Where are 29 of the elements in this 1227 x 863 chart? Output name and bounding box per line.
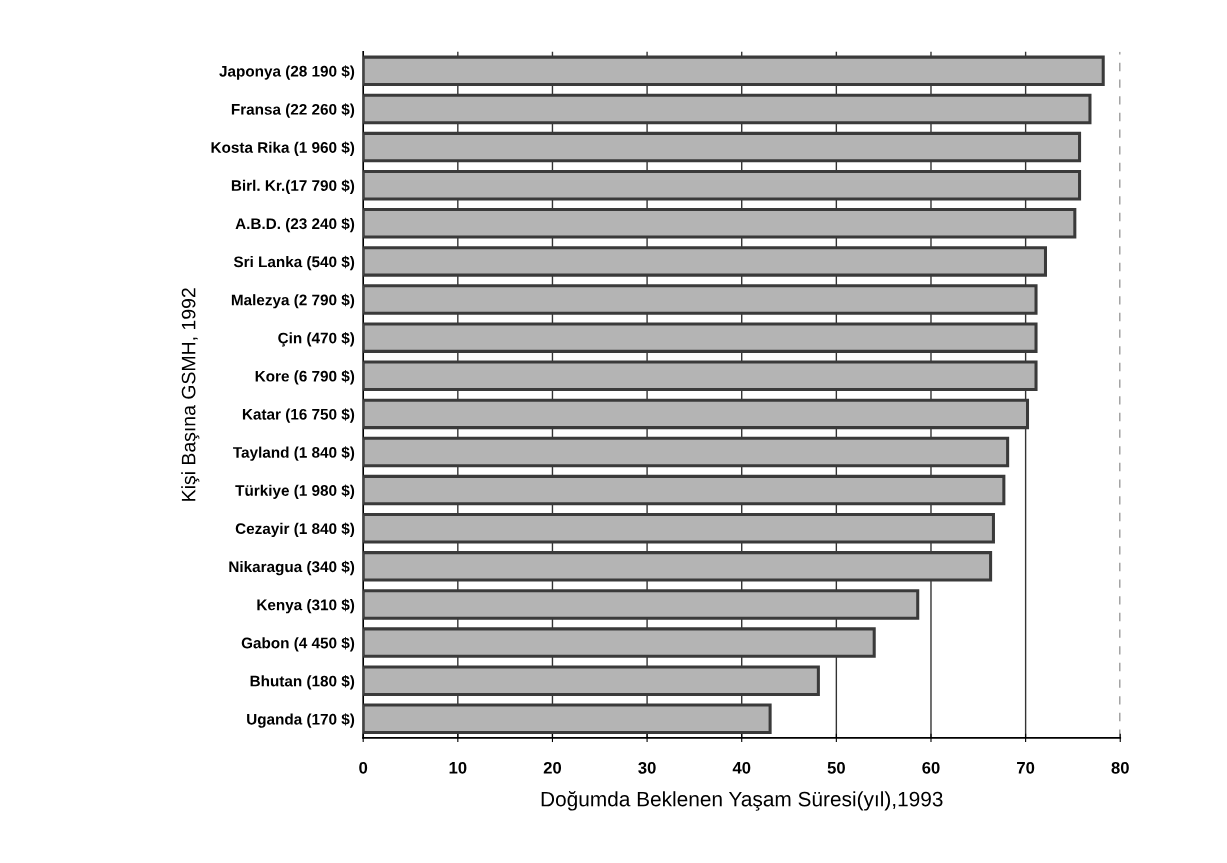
x-tick-label: 60 xyxy=(922,761,940,774)
y-tick-label: Katar (16 750 $) xyxy=(242,408,355,423)
x-tick-label: 20 xyxy=(543,761,562,774)
y-tick-label: Tayland (1 840 $) xyxy=(233,446,355,461)
y-tick-label: Türkiye (1 980 $) xyxy=(235,484,355,499)
y-tick-label: Kore (6 790 $) xyxy=(255,370,355,385)
y-tick-label: Kenya (310 $) xyxy=(257,598,355,614)
y-tick-label: Japonya (28 190 $) xyxy=(219,65,355,80)
x-tick-label: 40 xyxy=(732,761,751,774)
y-tick-label: Çin (470 $) xyxy=(278,331,355,347)
x-tick-label: 10 xyxy=(449,761,467,774)
y-tick-label: Sri Lanka (540 $) xyxy=(233,255,355,271)
x-tick-label: 70 xyxy=(1017,761,1035,774)
y-tick-label: A.B.D. (23 240 $) xyxy=(235,217,355,233)
y-tick-label: Gabon (4 450 $) xyxy=(241,636,355,652)
y-tick-label: Nikaragua (340 $) xyxy=(229,560,355,576)
x-tick-label: 30 xyxy=(638,761,656,774)
y-tick-label: Birl. Kr.(17 790 $) xyxy=(231,179,355,195)
y-tick-label: Malezya (2 790 $) xyxy=(231,293,355,309)
x-tick-label: 50 xyxy=(827,761,845,774)
x-axis-title: Doğumda Beklenen Yaşam Süresi(yıl),1993 xyxy=(541,790,943,811)
y-axis-title: Kişi Başına GSMH, 1992 xyxy=(181,288,200,501)
y-tick-label: Bhutan (180 $) xyxy=(250,675,355,690)
y-tick-label: Kosta Rika (1 960 $) xyxy=(211,141,355,156)
x-tick-label: 0 xyxy=(359,761,368,774)
y-tick-label: Cezayir (1 840 $) xyxy=(235,522,355,538)
y-tick-label: Uganda (170 $) xyxy=(247,713,355,728)
y-tick-label: Fransa (22 260 $) xyxy=(231,103,355,118)
x-tick-label: 80 xyxy=(1111,761,1129,774)
